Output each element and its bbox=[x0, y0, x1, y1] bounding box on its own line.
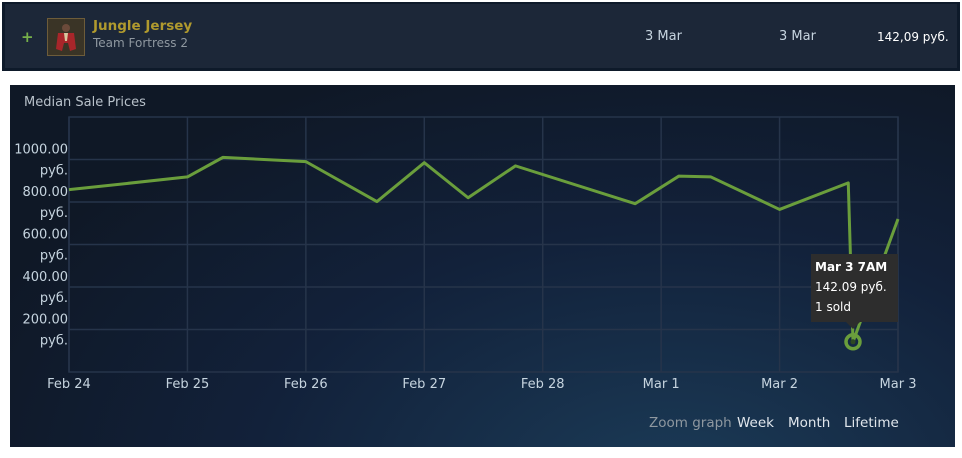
sale-price: 142,09 руб. bbox=[877, 30, 949, 44]
price-history-panel: Median Sale Prices 1000.00 руб. 800.00 руб.… bbox=[10, 85, 955, 447]
chart-tooltip: Mar 3 7AM 142.09 руб. 1 sold bbox=[811, 254, 898, 322]
x-tick-label: Feb 28 bbox=[521, 377, 565, 392]
price-history-chart[interactable]: 1000.00 руб. 800.00 руб. 600.00 руб. 400.00 руб… bbox=[10, 85, 955, 415]
zoom-lifetime-button[interactable]: Lifetime bbox=[844, 415, 899, 431]
x-tick-label: Mar 2 bbox=[761, 377, 798, 392]
highlighted-point-ring bbox=[844, 333, 862, 351]
x-tick-label: Feb 26 bbox=[284, 377, 328, 392]
item-thumbnail[interactable] bbox=[47, 18, 85, 56]
plus-icon[interactable]: + bbox=[21, 28, 34, 46]
item-name-link[interactable]: Jungle Jersey bbox=[93, 18, 193, 34]
y-tick-label: 800.00 bbox=[23, 185, 69, 200]
y-tick-unit-label: руб. bbox=[40, 334, 68, 349]
highlighted-point-center bbox=[850, 339, 856, 345]
market-listing-row: + Jungle Jersey Team Fortress 2 3 Mar 3 … bbox=[2, 2, 960, 71]
y-tick-unit-label: руб. bbox=[40, 164, 68, 179]
y-tick-label: 600.00 bbox=[23, 228, 69, 243]
chart-title: Median Sale Prices bbox=[24, 95, 146, 110]
jersey-icon bbox=[56, 24, 76, 51]
y-tick-label: 1000.00 bbox=[14, 143, 68, 158]
x-tick-label: Feb 24 bbox=[47, 377, 91, 392]
tooltip-sold-count: 1 sold bbox=[815, 300, 851, 314]
x-tick-label: Mar 3 bbox=[880, 377, 917, 392]
x-tick-label: Mar 1 bbox=[643, 377, 680, 392]
tooltip-pointer bbox=[845, 321, 861, 329]
zoom-month-button[interactable]: Month bbox=[788, 415, 831, 431]
y-tick-unit-label: руб. bbox=[40, 291, 68, 306]
sold-date: 3 Mar bbox=[779, 29, 816, 44]
item-game-name: Team Fortress 2 bbox=[93, 36, 188, 50]
tooltip-date: Mar 3 7AM bbox=[815, 260, 888, 274]
tooltip-price: 142.09 руб. bbox=[815, 280, 887, 294]
x-tick-label: Feb 27 bbox=[402, 377, 446, 392]
y-tick-unit-label: руб. bbox=[40, 206, 68, 221]
x-tick-label: Feb 25 bbox=[166, 377, 210, 392]
y-tick-label: 400.00 bbox=[23, 270, 69, 285]
y-tick-unit-label: руб. bbox=[40, 249, 68, 264]
zoom-label: Zoom graph bbox=[649, 415, 732, 431]
listed-date: 3 Mar bbox=[645, 29, 682, 44]
y-tick-label: 200.00 bbox=[23, 313, 69, 328]
listing-row-body: + Jungle Jersey Team Fortress 2 3 Mar 3 … bbox=[5, 4, 957, 68]
price-series-line bbox=[68, 155, 900, 344]
zoom-week-button[interactable]: Week bbox=[737, 415, 774, 431]
